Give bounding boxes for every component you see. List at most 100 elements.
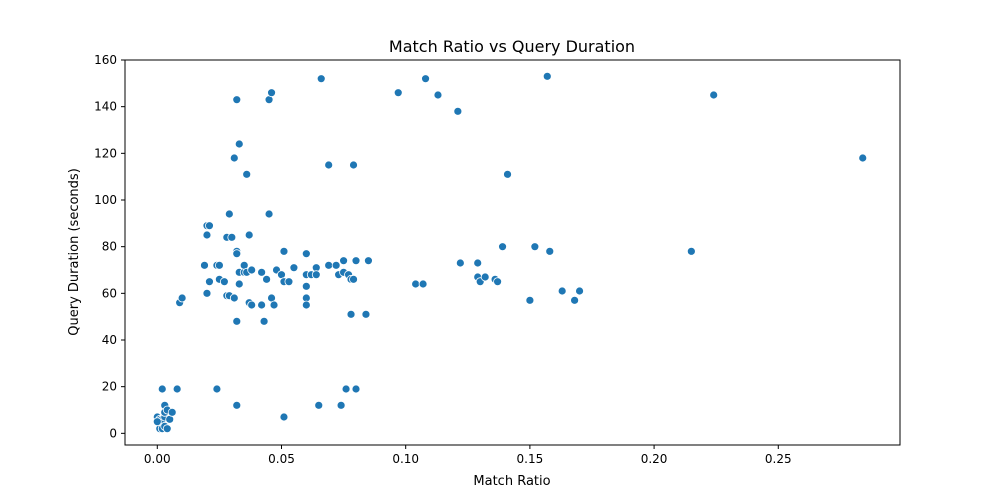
y-tick-label: 160	[94, 53, 117, 67]
scatter-point	[232, 249, 242, 259]
scatter-point	[279, 246, 289, 256]
y-tick-label: 120	[94, 146, 117, 160]
x-tick-label: 0.25	[765, 452, 792, 466]
scatter-point	[267, 88, 276, 98]
scatter-point	[162, 424, 172, 434]
scatter-point	[361, 309, 371, 319]
scatter-point	[455, 258, 465, 268]
scatter-point	[349, 160, 358, 170]
y-axis-ticks: 0 20 40 60 80 100 120 140 160	[94, 53, 125, 440]
scatter-point	[224, 209, 234, 219]
scatter-point	[311, 270, 321, 280]
scatter-point	[570, 295, 579, 305]
scatter-point	[575, 286, 584, 296]
scatter-point	[279, 412, 289, 422]
scatter-point	[219, 277, 229, 287]
scatter-point	[503, 169, 512, 179]
scatter-point	[301, 249, 311, 259]
scatter-point	[453, 106, 463, 116]
chart-title: Match Ratio vs Query Duration	[389, 37, 635, 56]
scatter-point	[257, 300, 267, 310]
scatter-point	[232, 316, 242, 326]
scatter-point	[418, 279, 428, 289]
scatter-point	[262, 274, 271, 284]
scatter-point	[498, 242, 507, 252]
scatter-point	[172, 384, 182, 394]
scatter-point	[341, 384, 351, 394]
scatter-point	[247, 265, 257, 275]
scatter-point	[227, 232, 237, 242]
points-layer	[152, 71, 868, 434]
x-tick-label: 0.15	[517, 452, 544, 466]
y-tick-label: 0	[109, 426, 117, 440]
scatter-point	[214, 260, 224, 270]
y-tick-label: 80	[102, 240, 117, 254]
scatter-point	[212, 384, 222, 394]
x-tick-label: 0.10	[392, 452, 419, 466]
x-axis-label: Match Ratio	[473, 474, 550, 489]
y-tick-label: 40	[102, 333, 117, 347]
scatter-point	[167, 407, 177, 417]
scatter-point	[200, 260, 209, 270]
scatter-point	[234, 279, 244, 289]
scatter-point	[259, 316, 269, 326]
scatter-point	[336, 400, 346, 410]
scatter-point	[242, 169, 252, 179]
y-tick-label: 60	[102, 286, 117, 300]
scatter-point	[545, 246, 555, 256]
scatter-point	[229, 153, 239, 163]
scatter-point	[421, 74, 430, 84]
scatter-point	[202, 230, 212, 240]
scatter-point	[473, 258, 483, 268]
scatter-point	[349, 274, 358, 284]
scatter-point	[257, 267, 267, 277]
x-tick-label: 0.00	[144, 452, 171, 466]
scatter-point	[339, 256, 348, 266]
scatter-point	[858, 153, 868, 163]
scatter-point	[234, 139, 244, 149]
scatter-point	[324, 160, 334, 170]
scatter-point	[346, 309, 356, 319]
scatter-point	[205, 277, 214, 287]
scatter-point	[269, 300, 279, 310]
scatter-point	[351, 384, 361, 394]
y-tick-label: 140	[94, 100, 117, 114]
scatter-point	[433, 90, 443, 100]
scatter-point	[205, 221, 214, 231]
y-tick-label: 20	[102, 380, 117, 394]
scatter-point	[232, 95, 242, 105]
scatter-point	[530, 242, 540, 252]
scatter-point	[264, 209, 274, 219]
scatter-point	[202, 288, 212, 298]
scatter-point	[177, 293, 187, 303]
scatter-point	[316, 74, 326, 84]
scatter-point	[351, 256, 361, 266]
scatter-point	[557, 286, 567, 296]
scatter-point	[157, 384, 167, 394]
scatter-point	[542, 71, 552, 81]
scatter-point	[247, 300, 257, 310]
x-tick-label: 0.20	[641, 452, 668, 466]
x-axis-ticks: 0.00 0.05 0.10 0.15 0.20 0.25	[144, 445, 792, 466]
scatter-point	[229, 293, 239, 303]
x-tick-label: 0.05	[268, 452, 295, 466]
scatter-point	[411, 279, 421, 289]
y-tick-label: 100	[94, 193, 117, 207]
scatter-point	[480, 272, 490, 282]
scatter-point	[364, 256, 373, 266]
scatter-point	[301, 300, 311, 310]
scatter-point	[331, 260, 341, 270]
scatter-point	[244, 230, 254, 240]
plot-frame	[124, 59, 901, 446]
scatter-point	[393, 88, 403, 98]
scatter-point	[493, 277, 503, 287]
scatter-point	[152, 417, 162, 427]
scatter-point	[289, 263, 299, 273]
scatter-point	[686, 246, 696, 256]
scatter-point	[314, 400, 324, 410]
y-axis-label: Query Duration (seconds)	[67, 168, 82, 336]
scatter-point	[709, 90, 719, 100]
scatter-point	[324, 260, 334, 270]
